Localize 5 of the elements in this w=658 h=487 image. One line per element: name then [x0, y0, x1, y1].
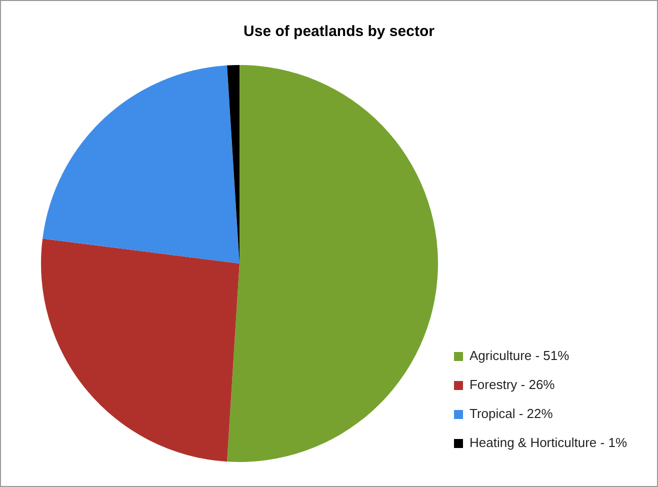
- legend-label: Forestry - 26%: [469, 377, 556, 392]
- legend-label: Heating & Horticulture - 1%: [469, 435, 628, 450]
- chart-title: Use of peatlands by sector: [244, 23, 435, 40]
- legend-label: Tropical - 22%: [469, 406, 554, 422]
- legend-label: Agriculture - 51%: [469, 348, 570, 364]
